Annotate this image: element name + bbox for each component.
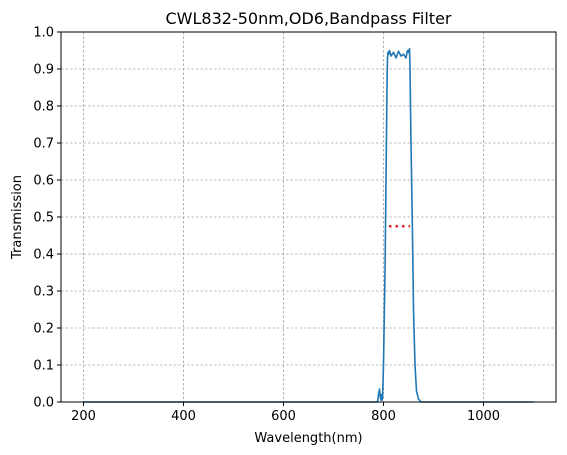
y-tick-label: 0.4 — [33, 248, 54, 263]
x-axis-title: Wavelength(nm) — [254, 431, 362, 446]
x-tick-label: 800 — [371, 409, 396, 424]
x-tick-label: 600 — [271, 409, 296, 424]
y-tick-label: 0.7 — [33, 137, 54, 152]
transmission-line — [83, 47, 534, 403]
y-tick-label: 0.1 — [33, 359, 54, 374]
y-tick-label: 0.9 — [33, 63, 54, 78]
y-axis-ticks: 0.0 0.1 0.2 0.3 0.4 0.5 0.6 0.7 0.8 0.9 1.0 — [33, 26, 61, 411]
y-tick-label: 0.8 — [33, 100, 54, 115]
y-tick-label: 0.6 — [33, 174, 54, 189]
y-tick-label: 0.3 — [33, 285, 54, 300]
x-tick-label: 1000 — [467, 409, 500, 424]
y-tick-label: 0.5 — [33, 211, 54, 226]
x-tick-label: 400 — [171, 409, 196, 424]
series-layer — [83, 47, 534, 403]
y-tick-label: 1.0 — [33, 26, 54, 41]
x-axis-ticks: 200 400 600 800 1000 — [71, 402, 500, 424]
x-tick-label: 200 — [71, 409, 96, 424]
y-tick-label: 0.2 — [33, 322, 54, 337]
y-axis-title: Transmission — [10, 175, 25, 260]
chart-title: CWL832-50nm,OD6,Bandpass Filter — [166, 9, 452, 28]
y-tick-label: 0.0 — [33, 396, 54, 411]
